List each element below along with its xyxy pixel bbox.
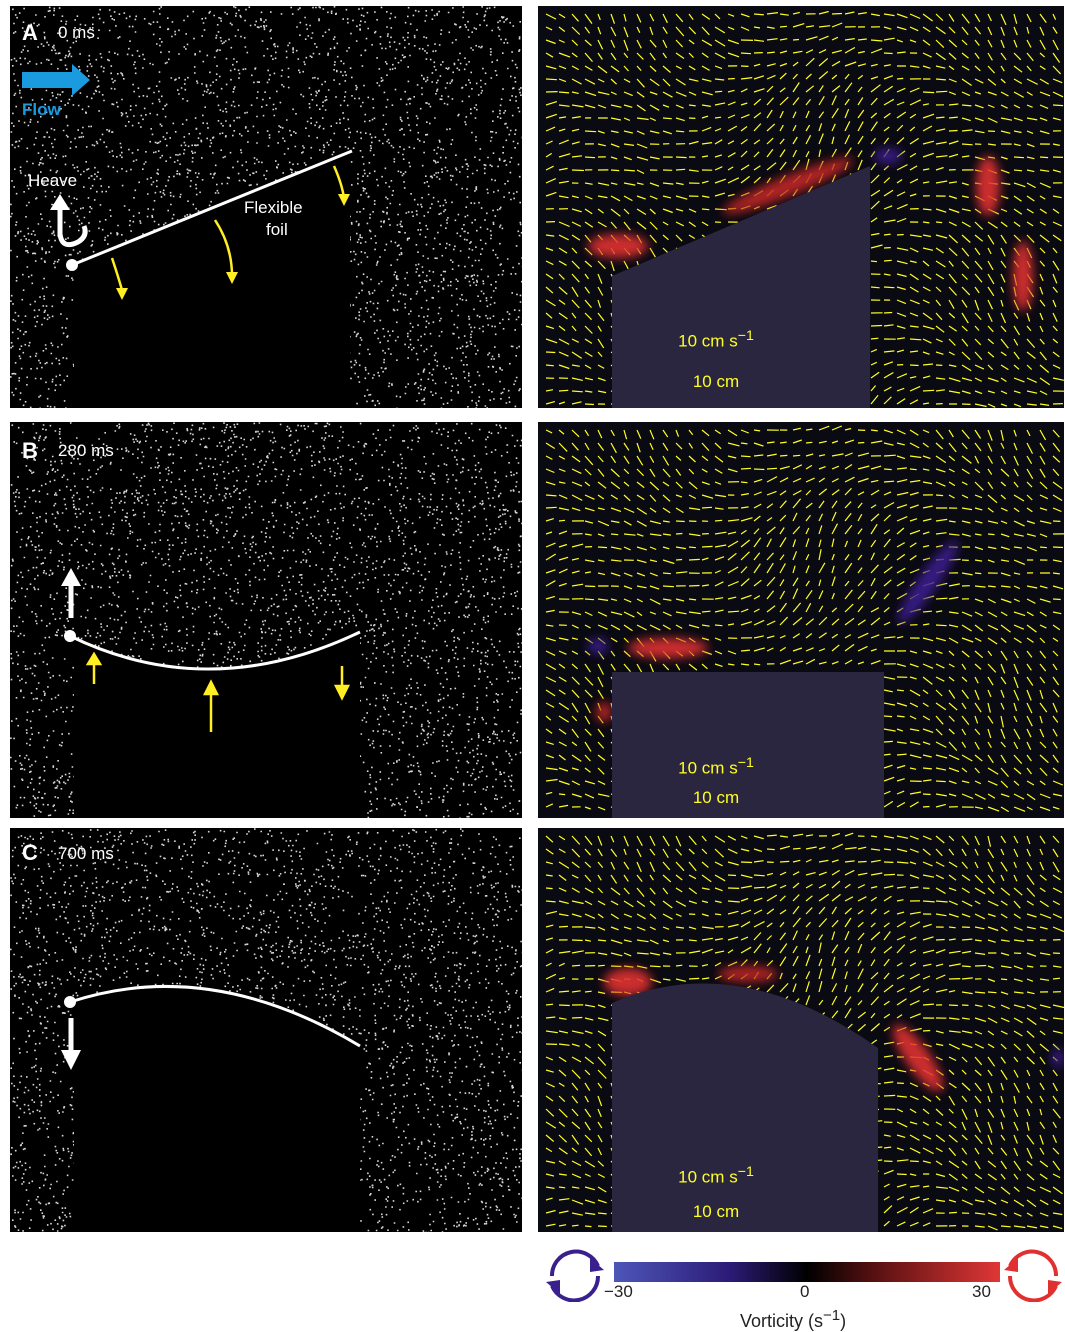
velocity-scale-b: 10 cm s−1 — [678, 755, 754, 778]
foil-label-line1: Flexible — [244, 198, 303, 217]
vorticity-colorbar — [614, 1262, 1000, 1282]
foil-drawing-c — [61, 984, 361, 1232]
length-scale-b: 10 cm — [692, 788, 740, 807]
panel-c-piv: 10 cm s−1 10 cm — [538, 828, 1064, 1232]
panel-b-left: B 280 ms — [10, 422, 522, 818]
panel-a-piv: 10 cm s−1 10 cm — [538, 6, 1064, 408]
panel-letter-a: A — [22, 20, 38, 45]
panel-letter-c: C — [22, 840, 38, 865]
colorbar-min-label: −30 — [604, 1282, 633, 1301]
colorbar-title: Vorticity (s−1) — [740, 1307, 847, 1331]
panel-letter-b: B — [22, 438, 38, 463]
clockwise-rotation-icon — [546, 1249, 604, 1302]
panel-time-a: 0 ms — [58, 23, 95, 42]
panel-time-c: 700 ms — [58, 844, 114, 863]
bend-arrow-icons-b — [85, 651, 351, 732]
panel-time-b: 280 ms — [58, 441, 114, 460]
heave-label: Heave — [28, 171, 78, 190]
velocity-scale-c: 10 cm s−1 — [678, 1164, 754, 1187]
colorbar-mid-label: 0 — [800, 1282, 810, 1301]
flow-arrow-icon — [22, 64, 90, 96]
panel-c-left: C 700 ms — [10, 828, 522, 1232]
colorbar-max-label: 30 — [972, 1282, 991, 1301]
length-scale-c: 10 cm — [692, 1202, 740, 1221]
piv-body-a — [588, 148, 1033, 408]
length-scale-a: 10 cm — [692, 372, 740, 391]
heave-arrow-icon — [57, 206, 88, 248]
flow-label: Flow — [22, 100, 61, 119]
panel-a-left: A 0 ms Flow Heave Flexible foil — [10, 6, 522, 408]
velocity-scale-a: 10 cm s−1 — [678, 328, 754, 351]
counterclockwise-rotation-icon — [1004, 1249, 1062, 1302]
piv-body-b — [588, 540, 958, 818]
foil-drawing-b — [61, 568, 361, 818]
foil-drawing-a — [22, 64, 353, 408]
foil-label-line2: foil — [266, 220, 288, 239]
panel-b-piv: 10 cm s−1 10 cm — [538, 422, 1064, 818]
piv-body-c — [604, 966, 1064, 1232]
